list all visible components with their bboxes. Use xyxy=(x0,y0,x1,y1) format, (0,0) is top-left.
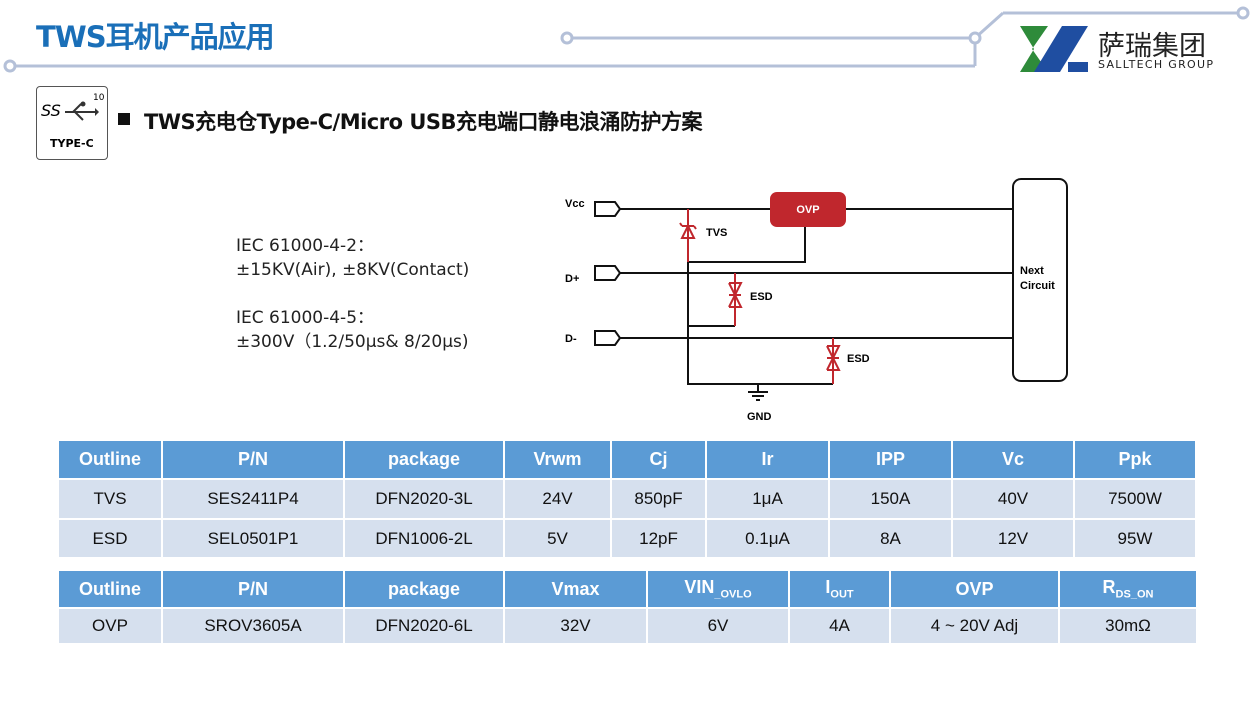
td: 30mΩ xyxy=(1060,609,1196,643)
dminus-connector xyxy=(594,330,622,346)
vcc-label: Vcc xyxy=(565,198,585,210)
logo-cn: 萨瑞集团 xyxy=(1098,31,1206,62)
td: TVS xyxy=(59,480,161,518)
th: P/N xyxy=(163,571,343,607)
td: 32V xyxy=(505,609,646,643)
page-title: TWS耳机产品应用 xyxy=(36,20,275,54)
ovp-block xyxy=(770,192,846,227)
td: 12pF xyxy=(612,520,705,557)
th-main: VIN xyxy=(684,577,715,598)
th: Cj xyxy=(612,441,705,478)
th: IOUT xyxy=(790,571,889,607)
esd1-label: ESD xyxy=(750,291,773,303)
th: Outline xyxy=(59,571,161,607)
th-main: I xyxy=(825,577,831,598)
td: SEL0501P1 xyxy=(163,520,343,557)
standards: IEC 61000-4-2： ±15KV(Air), ±8KV(Contact)… xyxy=(236,234,469,354)
td: 7500W xyxy=(1075,480,1195,518)
std-esd-name: IEC 61000-4-2： xyxy=(236,236,375,256)
th: IPP xyxy=(830,441,951,478)
ovp-label: OVP xyxy=(796,204,819,216)
std-esd-value: ±15KV(Air), ±8KV(Contact) xyxy=(236,260,470,280)
td: 6V xyxy=(648,609,788,643)
td: 5V xyxy=(505,520,610,557)
dplus-connector xyxy=(594,265,622,281)
th-sub: DS_ON xyxy=(1115,588,1154,601)
ss-text: SS xyxy=(41,101,61,120)
td: 40V xyxy=(953,480,1073,518)
td: 12V xyxy=(953,520,1073,557)
ovp-table: Outline P/N package Vmax VIN_OVLO IOUT OVP … xyxy=(57,569,1198,645)
td: 24V xyxy=(505,480,610,518)
td: OVP xyxy=(59,609,161,643)
th: Ppk xyxy=(1075,441,1195,478)
type-c-label: TYPE-C xyxy=(50,137,94,150)
table-row: OVP SROV3605A DFN2020-6L 32V 6V 4A 4 ~ 20V Adj… xyxy=(59,609,1196,643)
esd1-diode xyxy=(728,273,743,326)
table-header: Outline P/N package Vrwm Cj Ir IPP Vc Ppk xyxy=(59,441,1195,478)
esd2-label: ESD xyxy=(847,353,870,365)
td: 8A xyxy=(830,520,951,557)
td: ESD xyxy=(59,520,161,557)
bullet-icon xyxy=(118,113,130,125)
th: VIN_OVLO xyxy=(648,571,788,607)
td: SES2411P4 xyxy=(163,480,343,518)
speed-text: 10 xyxy=(93,93,105,103)
td: 0.1μA xyxy=(707,520,828,557)
td: 95W xyxy=(1075,520,1195,557)
gnd-label: GND xyxy=(747,411,772,423)
th: package xyxy=(345,441,503,478)
th-sub: OUT xyxy=(830,588,854,601)
circuit-label: Circuit xyxy=(1020,280,1055,292)
type-c-icon: SS 10 TYPE-C xyxy=(36,86,108,160)
logo-mark-icon xyxy=(1020,26,1088,72)
dplus-label: D+ xyxy=(565,273,579,285)
td: DFN2020-3L xyxy=(345,480,503,518)
std-surge-value: ±300V（1.2/50μs& 8/20μs) xyxy=(236,332,469,352)
th: Outline xyxy=(59,441,161,478)
td: SROV3605A xyxy=(163,609,343,643)
th-sub: _OVLO xyxy=(714,588,752,601)
th: Ir xyxy=(707,441,828,478)
tvs-label: TVS xyxy=(706,227,727,239)
td: DFN1006-2L xyxy=(345,520,503,557)
company-logo: 萨瑞集团 SALLTECH GROUP xyxy=(1020,26,1213,76)
table-row: ESD SEL0501P1 DFN1006-2L 5V 12pF 0.1μA 8A 12V 95… xyxy=(59,520,1195,557)
th-main: R xyxy=(1102,577,1116,598)
logo-en: SALLTECH GROUP xyxy=(1098,58,1215,71)
th: OVP xyxy=(891,571,1058,607)
th: Vmax xyxy=(505,571,646,607)
th: P/N xyxy=(163,441,343,478)
section-title: TWS充电仓Type-C/Micro USB充电端口静电浪涌防护方案 xyxy=(144,110,703,134)
esd2-diode xyxy=(826,338,841,384)
th: package xyxy=(345,571,503,607)
circuit-diagram: OVP Vcc D+ D- TVS ESD ESD GND Next Circu… xyxy=(565,178,1068,423)
std-surge-name: IEC 61000-4-5： xyxy=(236,308,375,328)
dminus-label: D- xyxy=(565,333,577,345)
header-decoration-lines xyxy=(3,6,1250,73)
table-row: TVS SES2411P4 DFN2020-3L 24V 850pF 1μA 150A 40V… xyxy=(59,480,1195,518)
td: 850pF xyxy=(612,480,705,518)
th: Vrwm xyxy=(505,441,610,478)
td: 4A xyxy=(790,609,889,643)
td: 4 ~ 20V Adj xyxy=(891,609,1058,643)
td: 150A xyxy=(830,480,951,518)
vcc-connector xyxy=(594,201,622,217)
tvs-diode xyxy=(679,209,697,262)
th: RDS_ON xyxy=(1060,571,1196,607)
td: 1μA xyxy=(707,480,828,518)
usb-icon xyxy=(65,101,99,121)
tvs-esd-table: Outline P/N package Vrwm Cj Ir IPP Vc Ppk TVS SES… xyxy=(57,439,1197,559)
td: DFN2020-6L xyxy=(345,609,503,643)
th: Vc xyxy=(953,441,1073,478)
next-label: Next xyxy=(1020,265,1044,277)
table-header: Outline P/N package Vmax VIN_OVLO IOUT OVP … xyxy=(59,571,1196,607)
